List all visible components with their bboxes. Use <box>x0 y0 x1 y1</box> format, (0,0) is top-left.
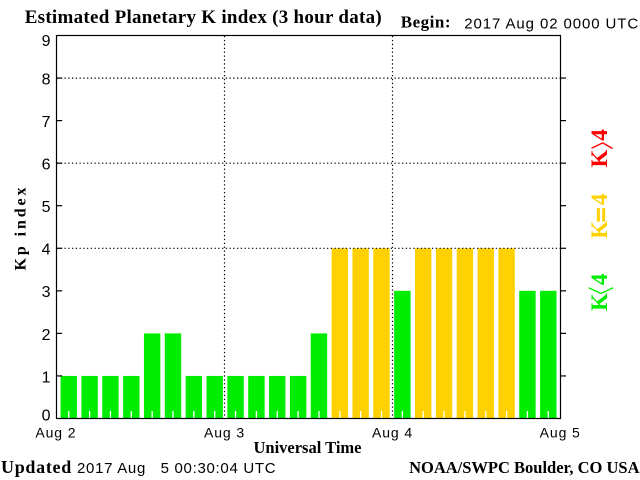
svg-text:5: 5 <box>42 199 51 216</box>
svg-text:Aug 5: Aug 5 <box>540 424 581 440</box>
svg-text:6: 6 <box>42 157 51 174</box>
svg-text:Updated: Updated <box>1 457 72 477</box>
svg-text:1: 1 <box>42 369 51 386</box>
svg-text:9: 9 <box>42 33 51 50</box>
svg-text:K: K <box>587 293 612 311</box>
svg-text:4: 4 <box>42 242 51 259</box>
svg-text:Kp index: Kp index <box>13 185 30 271</box>
svg-text:2017 Aug 02 0000 UTC: 2017 Aug 02 0000 UTC <box>464 15 639 32</box>
svg-text:Aug 2: Aug 2 <box>35 424 76 440</box>
svg-text:4: 4 <box>587 273 612 285</box>
svg-text:3: 3 <box>42 284 51 301</box>
svg-text:0: 0 <box>42 407 51 424</box>
svg-text:K: K <box>587 221 612 239</box>
svg-text:NOAA/SWPC Boulder, CO USA: NOAA/SWPC Boulder, CO USA <box>409 458 640 477</box>
svg-text:7: 7 <box>42 114 51 131</box>
svg-text:2: 2 <box>42 327 51 344</box>
svg-text:4: 4 <box>587 129 612 141</box>
svg-text:2017 Aug 5 00:30:04 UTC: 2017 Aug 5 00:30:04 UTC <box>77 460 276 477</box>
svg-text:K: K <box>587 150 612 168</box>
svg-text:Aug 3: Aug 3 <box>204 424 245 440</box>
svg-text:Universal Time: Universal Time <box>253 438 361 457</box>
svg-text:8: 8 <box>42 71 51 88</box>
svg-text:4: 4 <box>587 193 612 205</box>
svg-text:Estimated Planetary K index (3: Estimated Planetary K index (3 hour data… <box>25 7 382 28</box>
svg-text:Aug 4: Aug 4 <box>372 424 413 440</box>
svg-text:Begin:: Begin: <box>401 13 451 32</box>
